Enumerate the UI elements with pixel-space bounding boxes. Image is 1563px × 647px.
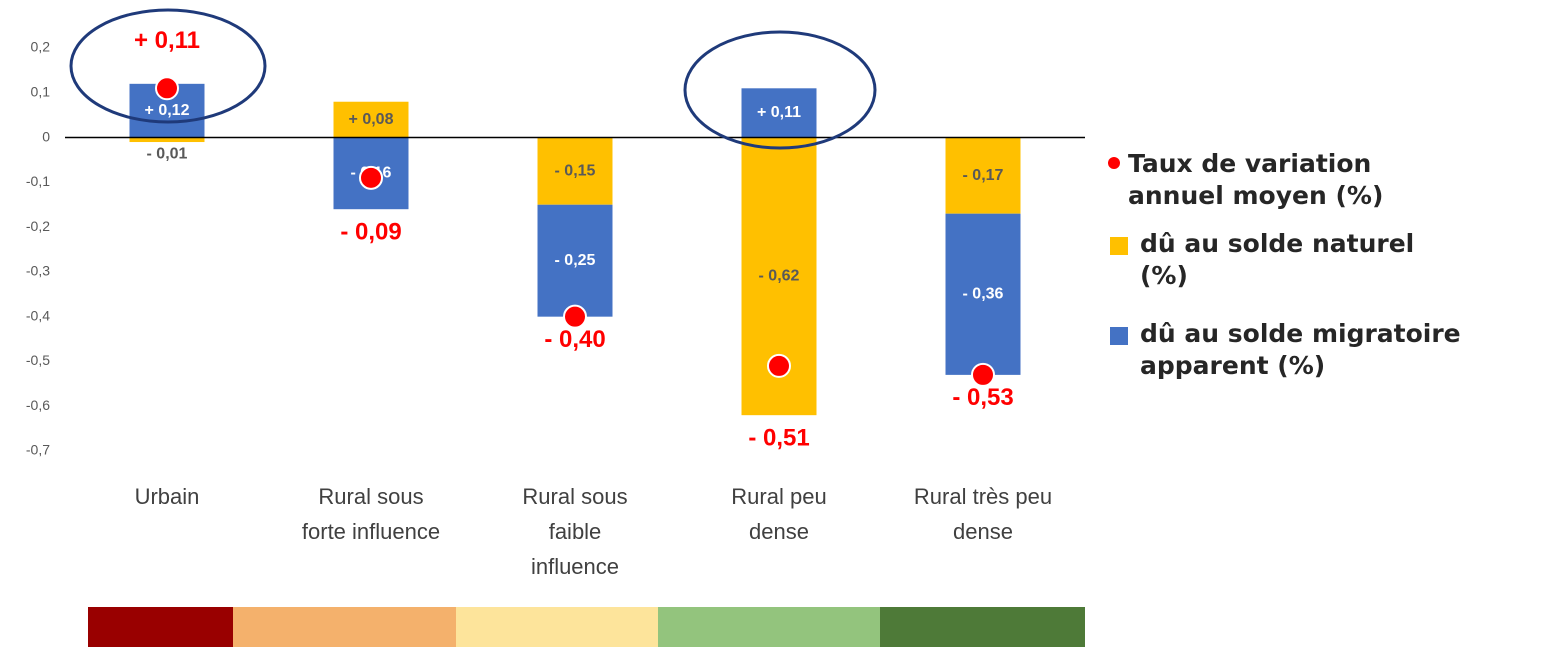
total-label: - 0,09 — [340, 219, 401, 246]
bar-segment — [945, 137, 1021, 214]
x-tick-label: influence — [531, 554, 619, 579]
segment-label: - 0,62 — [759, 268, 800, 285]
total-dot — [359, 165, 383, 190]
y-tick-label: 0,1 — [31, 83, 51, 99]
bar-segment — [537, 204, 613, 317]
strip — [880, 607, 1085, 647]
x-tick-label: Rural sous — [318, 484, 423, 509]
legend-marker — [1108, 157, 1120, 169]
bar-segment — [129, 137, 205, 143]
strip — [88, 607, 233, 647]
y-tick-label: -0,1 — [26, 173, 50, 189]
legend-label: dû au solde migratoire apparent (%) — [1140, 319, 1461, 380]
y-tick-label: -0,7 — [26, 442, 50, 458]
highlight-ellipse — [683, 30, 877, 150]
total-label: - 0,51 — [748, 425, 809, 452]
bar-segment — [741, 88, 817, 138]
total-dot — [971, 362, 995, 387]
x-tick-label: Rural peu — [731, 484, 826, 509]
legend-marker — [1110, 237, 1128, 255]
y-tick-label: 0 — [42, 128, 50, 144]
y-tick-label: 0,2 — [31, 39, 51, 55]
segment-label: - 0,01 — [147, 145, 188, 162]
strip — [233, 607, 456, 647]
segment-label: - 0,25 — [555, 252, 596, 269]
y-tick-label: -0,5 — [26, 352, 50, 368]
total-dot — [155, 76, 179, 101]
x-tick-label: Rural très peu — [914, 484, 1052, 509]
total-label: - 0,53 — [952, 384, 1013, 411]
strip — [456, 607, 658, 647]
y-tick-label: -0,2 — [26, 218, 50, 234]
y-tick-label: -0,3 — [26, 263, 50, 279]
total-label: - 0,40 — [544, 326, 605, 353]
legend-label: Taux de variation annuel moyen (%) — [1128, 149, 1384, 210]
y-tick-label: -0,4 — [26, 307, 50, 323]
color-strip — [88, 607, 1085, 647]
total-label: + 0,11 — [134, 27, 200, 54]
total-dot — [767, 353, 791, 378]
segment-label: - 0,17 — [963, 167, 1004, 184]
x-tick-label: dense — [953, 519, 1013, 544]
x-tick-label: dense — [749, 519, 809, 544]
legend-label: dû au solde naturel (%) — [1140, 229, 1415, 290]
segment-label: - 0,15 — [555, 162, 596, 179]
x-tick-label: forte influence — [302, 519, 440, 544]
segment-label: + 0,12 — [145, 102, 190, 119]
bar-segment — [537, 137, 613, 205]
y-tick-label: -0,6 — [26, 397, 50, 413]
x-tick-label: faible — [549, 519, 602, 544]
legend-marker — [1110, 327, 1128, 345]
segment-label: + 0,08 — [349, 111, 394, 128]
x-tick-label: Urbain — [135, 484, 200, 509]
segment-label: - 0,36 — [963, 285, 1004, 302]
bar-segment — [945, 213, 1021, 375]
highlight-ellipse — [69, 8, 267, 124]
bar-segment — [333, 101, 409, 138]
strip — [658, 607, 880, 647]
x-tick-label: Rural sous — [522, 484, 627, 509]
segment-label: + 0,11 — [757, 104, 801, 121]
total-dot — [563, 304, 587, 329]
